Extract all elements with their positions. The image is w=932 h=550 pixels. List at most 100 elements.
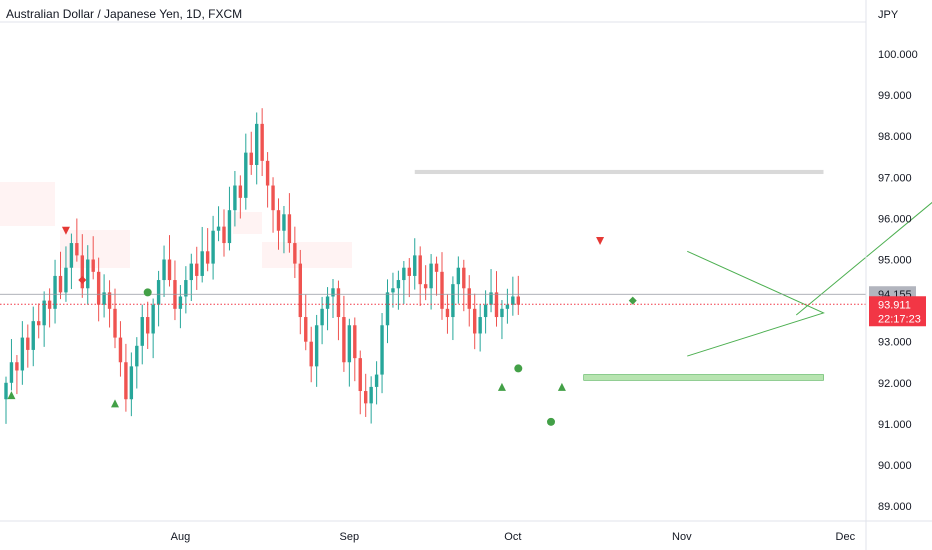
diamond-icon: [78, 276, 87, 285]
candle-body: [309, 341, 313, 367]
candle-body: [456, 267, 461, 285]
candle-body: [15, 362, 19, 371]
candle-body: [500, 308, 504, 318]
candle-body: [402, 267, 406, 281]
shade-box: [0, 182, 55, 226]
y-tick-label: 97.000: [878, 172, 912, 184]
candle-body: [396, 280, 401, 289]
candle-body: [135, 345, 139, 367]
candle-body: [451, 284, 455, 318]
candle-body: [4, 382, 8, 400]
candle-body: [347, 325, 352, 363]
candle-body: [80, 255, 84, 289]
candle-body: [407, 267, 411, 276]
candle-body: [511, 296, 515, 305]
candle-body: [233, 185, 237, 211]
x-tick-label: Oct: [504, 531, 521, 543]
candle-body: [222, 226, 226, 244]
price-axis-currency: JPY: [878, 9, 899, 21]
candle-body: [483, 304, 488, 318]
candle-body: [178, 296, 183, 309]
candle-body: [271, 185, 275, 211]
candle-body: [391, 288, 395, 293]
candles: [4, 108, 520, 424]
candle-body: [107, 292, 112, 309]
candle-body: [325, 296, 330, 309]
y-tick-label: 98.000: [878, 131, 912, 143]
candle-body: [53, 275, 57, 309]
candle-body: [445, 308, 450, 318]
candle-body: [64, 267, 68, 293]
buy-signal-icon: [7, 391, 16, 400]
candle-body: [211, 230, 215, 264]
candle-body: [282, 214, 286, 231]
candle-body: [31, 321, 35, 350]
shade-box: [233, 212, 262, 234]
y-tick-label: 99.000: [878, 90, 912, 102]
sell-signal-icon: [61, 226, 70, 235]
candle-body: [516, 296, 520, 305]
candle-body: [505, 304, 510, 309]
candle-body: [118, 337, 123, 363]
candle-body: [75, 243, 79, 256]
projection-line: [795, 201, 932, 316]
candle-body: [20, 337, 25, 371]
candle-body: [200, 251, 204, 276]
candle-body: [276, 210, 281, 231]
candle-body: [304, 317, 308, 342]
candle-body: [167, 259, 172, 281]
candle-body: [385, 292, 390, 326]
candle-body: [314, 325, 319, 367]
candle-body: [467, 288, 471, 309]
candle-body: [162, 259, 166, 281]
candle-body: [47, 300, 52, 309]
candle-body: [102, 292, 106, 305]
candle-body: [42, 300, 46, 326]
candle-body: [364, 391, 368, 404]
candle-body: [195, 263, 199, 276]
candle-body: [494, 292, 499, 318]
y-tick-label: 92.000: [878, 378, 912, 390]
candle-body: [189, 263, 193, 281]
candle-body: [489, 292, 493, 305]
candle-body: [146, 317, 150, 334]
candle-body: [9, 362, 14, 383]
x-tick-label: Sep: [340, 531, 360, 543]
candle-body: [26, 337, 30, 350]
current-price-label-box: [869, 296, 926, 327]
current-price-label: 93.911: [878, 299, 911, 311]
candle-body: [287, 214, 292, 244]
candle-body: [478, 317, 482, 334]
candle-body: [129, 366, 134, 400]
candle-body: [69, 243, 74, 268]
candle-body: [124, 362, 128, 400]
support-zone: [583, 374, 824, 381]
candle-body: [358, 358, 362, 392]
candle-body: [374, 374, 379, 387]
candle-body: [298, 263, 302, 318]
candle-body: [96, 271, 101, 305]
candle-body: [413, 255, 417, 276]
circle-signal-icon: [143, 288, 152, 297]
y-tick-label: 90.000: [878, 460, 912, 472]
candle-body: [37, 321, 41, 326]
y-tick-label: 91.000: [878, 419, 912, 431]
buy-signal-icon: [497, 382, 506, 391]
candle-body: [293, 243, 297, 264]
triangle-pattern-line: [687, 250, 825, 357]
sell-signal-icon: [596, 237, 605, 246]
candle-body: [205, 251, 210, 264]
circle-signal-icon: [514, 364, 523, 373]
circle-signal-icon: [547, 417, 555, 426]
annotation-lines: [0, 201, 932, 357]
shade-box: [262, 242, 352, 268]
candle-body: [342, 317, 346, 363]
resistance-zone: [414, 169, 824, 175]
candle-body: [156, 280, 161, 305]
diamond-icon: [628, 296, 637, 305]
candle-body: [429, 263, 433, 289]
candle-body: [265, 160, 270, 186]
